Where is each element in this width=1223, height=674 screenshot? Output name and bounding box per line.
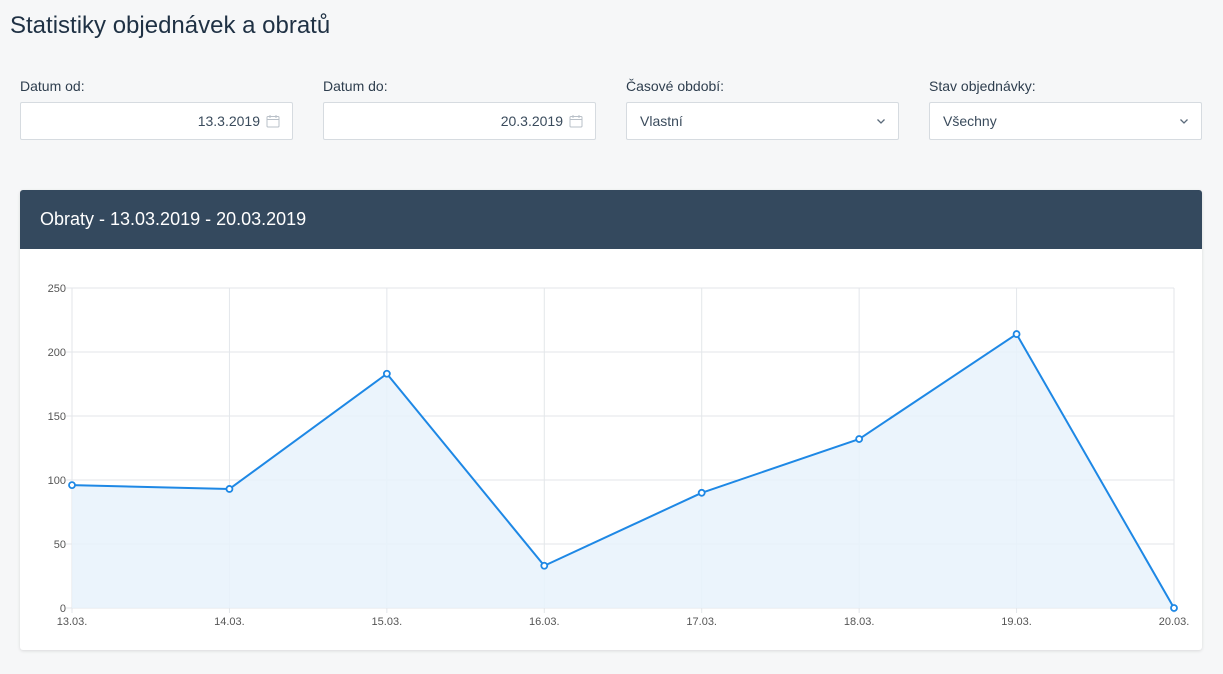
x-tick-label: 13.03. bbox=[57, 616, 88, 628]
calendar-icon[interactable] bbox=[569, 114, 583, 128]
date-from-input[interactable]: 13.3.2019 bbox=[20, 102, 293, 140]
filters-bar: Datum od: 13.3.2019 Datum do: 20.3.2019 … bbox=[20, 78, 1202, 140]
date-to-input[interactable]: 20.3.2019 bbox=[323, 102, 596, 140]
card-header: Obraty - 13.03.2019 - 20.03.2019 bbox=[20, 190, 1202, 249]
period-select[interactable]: Vlastní bbox=[626, 102, 899, 140]
data-point bbox=[540, 561, 549, 570]
data-point bbox=[68, 481, 76, 490]
card-title: Obraty - 13.03.2019 - 20.03.2019 bbox=[40, 209, 307, 229]
y-tick-label: 50 bbox=[54, 539, 66, 551]
status-label: Stav objednávky: bbox=[929, 78, 1036, 94]
data-point bbox=[855, 435, 864, 443]
date-from-filter: Datum od: 13.3.2019 bbox=[20, 78, 293, 140]
x-tick-label: 14.03. bbox=[214, 616, 245, 628]
revenue-card: Obraty - 13.03.2019 - 20.03.2019 0 50 100 1… bbox=[20, 190, 1202, 650]
chart-svg: 0 50 100 150 200 250 13.03. 14.03. 15.03. 16.03. 1… bbox=[48, 283, 1190, 628]
date-from-label: Datum od: bbox=[20, 78, 85, 94]
data-point bbox=[1170, 604, 1178, 612]
x-tick-label: 18.03. bbox=[844, 616, 875, 628]
date-to-value: 20.3.2019 bbox=[500, 113, 563, 129]
x-tick-label: 17.03. bbox=[686, 616, 717, 628]
x-tick-label: 20.03. bbox=[1159, 616, 1190, 628]
series-line bbox=[71, 333, 1175, 609]
calendar-icon[interactable] bbox=[266, 114, 280, 128]
y-tick-label: 200 bbox=[48, 347, 66, 359]
period-filter: Časové období: Vlastní bbox=[626, 78, 899, 140]
series-area bbox=[72, 334, 1174, 608]
page-title: Statistiky objednávek a obratů bbox=[10, 12, 331, 39]
y-tick-label: 250 bbox=[48, 283, 66, 295]
date-to-filter: Datum do: 20.3.2019 bbox=[323, 78, 596, 140]
data-point bbox=[382, 369, 391, 378]
y-tick-label: 150 bbox=[48, 411, 66, 423]
y-tick-label: 100 bbox=[48, 475, 66, 487]
status-select[interactable]: Všechny bbox=[929, 102, 1202, 140]
period-label: Časové období: bbox=[626, 78, 725, 94]
data-point bbox=[697, 488, 706, 497]
chevron-down-icon bbox=[877, 119, 885, 124]
x-tick-label: 15.03. bbox=[372, 616, 403, 628]
period-value: Vlastní bbox=[640, 113, 683, 129]
y-tick-label: 0 bbox=[60, 603, 66, 615]
data-point bbox=[225, 485, 234, 493]
status-value: Všechny bbox=[943, 113, 997, 129]
x-tick-label: 19.03. bbox=[1001, 616, 1032, 628]
chevron-down-icon bbox=[1180, 119, 1188, 124]
status-filter: Stav objednávky: Všechny bbox=[929, 78, 1202, 140]
date-to-label: Datum do: bbox=[323, 78, 388, 94]
x-tick-label: 16.03. bbox=[529, 616, 560, 628]
revenue-chart: 0 50 100 150 200 250 13.03. 14.03. 15.03. 16.03. 1… bbox=[20, 249, 1202, 650]
data-point bbox=[1012, 330, 1021, 338]
date-from-value: 13.3.2019 bbox=[197, 113, 260, 129]
